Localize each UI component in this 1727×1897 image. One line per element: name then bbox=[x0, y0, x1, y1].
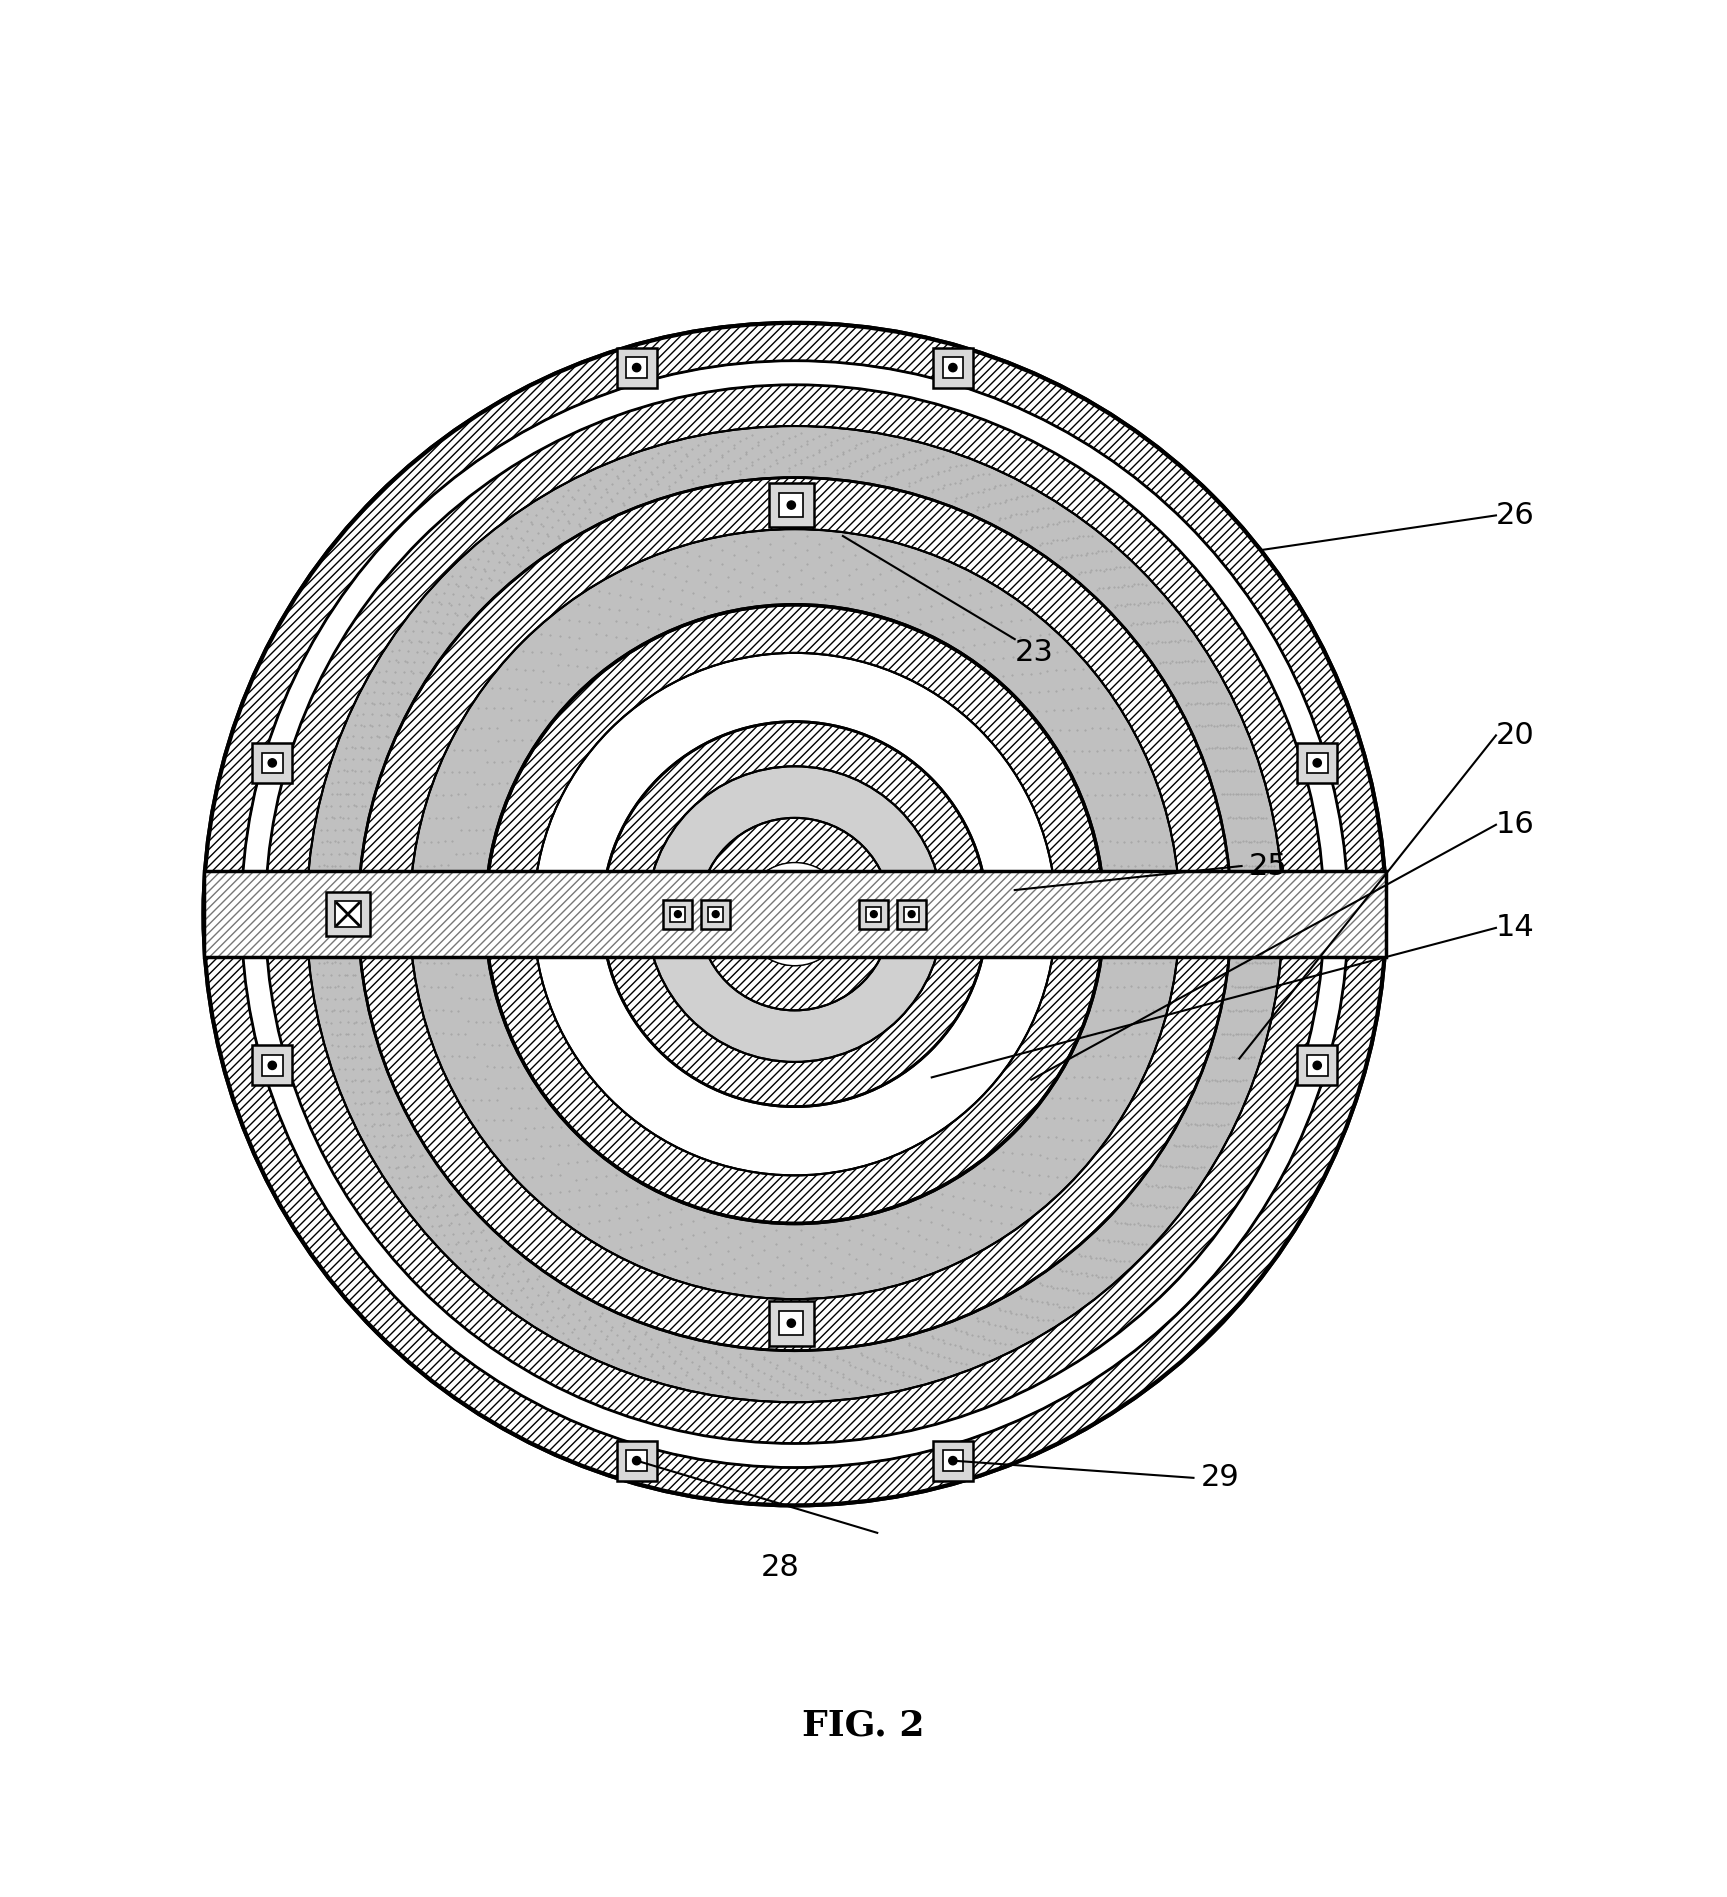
Bar bbox=[769, 482, 813, 527]
Text: 14: 14 bbox=[1496, 912, 1535, 943]
Bar bbox=[933, 1440, 972, 1480]
Bar bbox=[1307, 753, 1328, 774]
Bar bbox=[708, 907, 724, 922]
Bar bbox=[779, 1311, 803, 1335]
Bar bbox=[204, 871, 1387, 958]
Bar bbox=[933, 347, 972, 387]
Bar bbox=[204, 871, 1387, 958]
Bar bbox=[670, 907, 686, 922]
Bar bbox=[769, 1301, 813, 1345]
Circle shape bbox=[788, 501, 796, 508]
Bar bbox=[867, 907, 881, 922]
Text: 23: 23 bbox=[1015, 639, 1053, 668]
Bar bbox=[252, 744, 292, 783]
Bar bbox=[263, 753, 283, 774]
Bar bbox=[1297, 1045, 1337, 1085]
Text: 26: 26 bbox=[1496, 501, 1535, 529]
Wedge shape bbox=[357, 478, 1231, 1351]
Text: 28: 28 bbox=[760, 1554, 800, 1582]
Bar bbox=[627, 1451, 648, 1470]
Bar bbox=[779, 493, 803, 518]
Bar bbox=[617, 1440, 656, 1480]
Bar bbox=[701, 899, 731, 928]
Bar bbox=[1307, 1055, 1328, 1076]
Bar bbox=[903, 907, 919, 922]
Bar bbox=[627, 357, 648, 378]
Wedge shape bbox=[204, 322, 1387, 1506]
Circle shape bbox=[1313, 1060, 1321, 1070]
Wedge shape bbox=[534, 653, 1055, 1176]
Wedge shape bbox=[409, 529, 1180, 1299]
Circle shape bbox=[632, 1457, 641, 1464]
Bar bbox=[326, 892, 370, 937]
Wedge shape bbox=[485, 605, 1104, 1224]
Circle shape bbox=[908, 911, 915, 918]
Text: 20: 20 bbox=[1496, 721, 1535, 749]
Circle shape bbox=[675, 911, 682, 918]
Bar bbox=[617, 347, 656, 387]
Circle shape bbox=[712, 911, 718, 918]
Text: 16: 16 bbox=[1496, 810, 1535, 838]
Wedge shape bbox=[266, 385, 1325, 1444]
Circle shape bbox=[788, 1318, 796, 1328]
Text: 29: 29 bbox=[1200, 1463, 1238, 1493]
Bar bbox=[663, 899, 693, 928]
Circle shape bbox=[948, 364, 957, 372]
Text: 25: 25 bbox=[1249, 852, 1287, 880]
Wedge shape bbox=[648, 766, 943, 1062]
Wedge shape bbox=[242, 360, 1349, 1468]
Bar bbox=[204, 871, 1387, 958]
Circle shape bbox=[743, 863, 846, 966]
Wedge shape bbox=[307, 427, 1283, 1402]
Circle shape bbox=[870, 911, 877, 918]
Circle shape bbox=[948, 1457, 957, 1464]
Circle shape bbox=[268, 1060, 276, 1070]
Circle shape bbox=[632, 364, 641, 372]
Bar bbox=[1297, 744, 1337, 783]
Wedge shape bbox=[698, 818, 891, 1011]
Bar bbox=[860, 899, 888, 928]
Circle shape bbox=[1313, 759, 1321, 766]
Text: FIG. 2: FIG. 2 bbox=[803, 1709, 924, 1741]
Bar bbox=[898, 899, 926, 928]
Circle shape bbox=[268, 759, 276, 766]
Bar bbox=[263, 1055, 283, 1076]
Bar bbox=[335, 901, 361, 928]
Bar bbox=[943, 1451, 964, 1470]
Bar bbox=[943, 357, 964, 378]
Circle shape bbox=[204, 322, 1387, 1506]
Bar bbox=[252, 1045, 292, 1085]
Wedge shape bbox=[603, 721, 988, 1106]
